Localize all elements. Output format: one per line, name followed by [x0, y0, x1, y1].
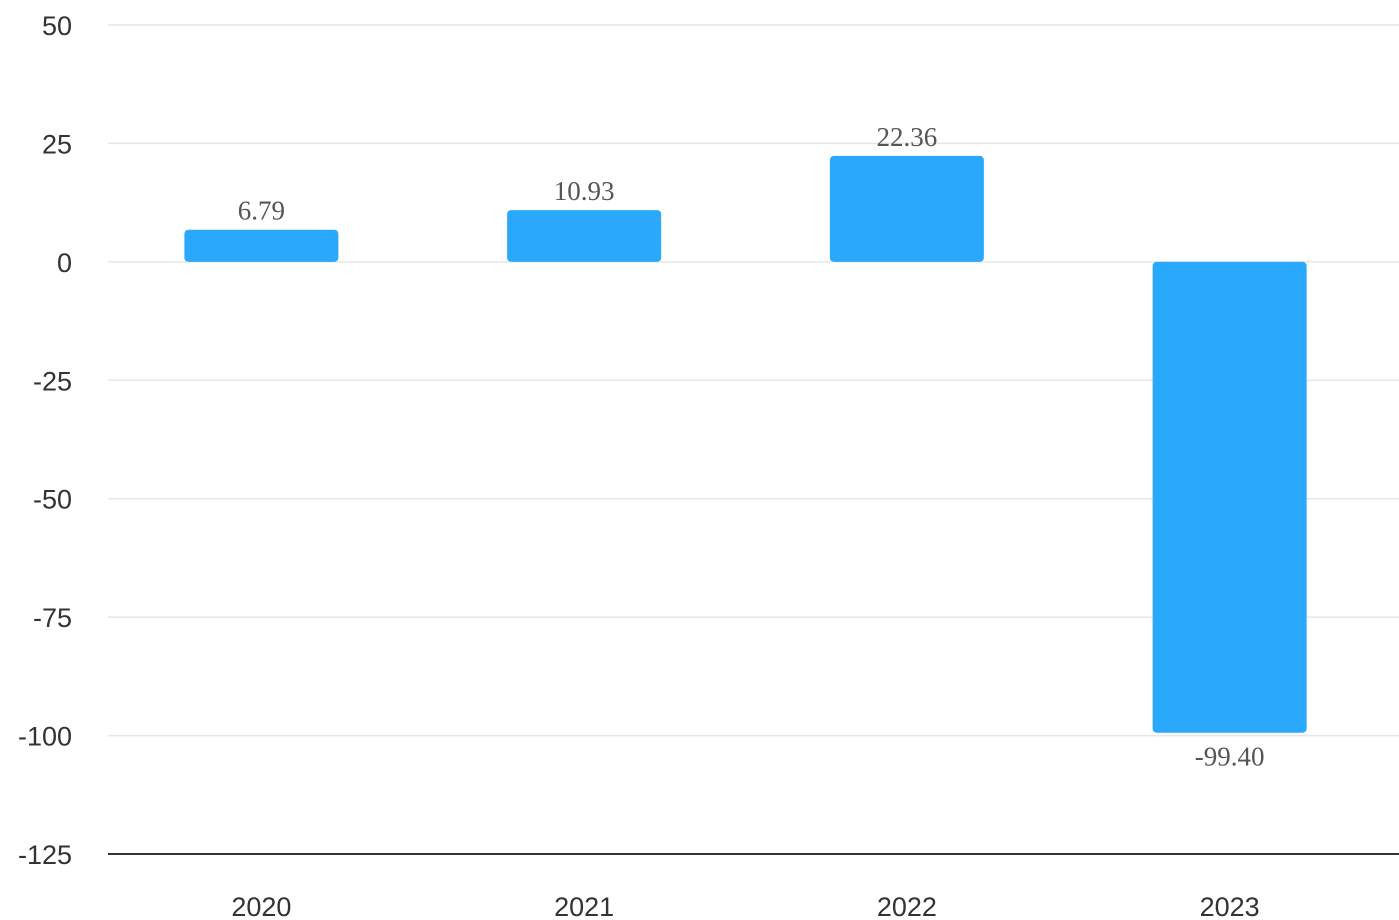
data-label: -99.40	[1195, 742, 1265, 772]
y-tick-label: -100	[18, 722, 72, 752]
data-label: 22.36	[877, 122, 938, 152]
x-tick-label: 2023	[1200, 892, 1260, 920]
bar-2020	[184, 229, 339, 262]
data-label: 6.79	[238, 196, 285, 226]
x-tick-label: 2021	[554, 892, 614, 920]
data-label: 10.93	[554, 176, 615, 206]
y-tick-label: 0	[57, 248, 72, 278]
y-tick-label: 50	[42, 11, 72, 41]
y-tick-label: 25	[42, 129, 72, 159]
y-tick-label: -25	[33, 366, 72, 396]
x-tick-label: 2020	[231, 892, 291, 920]
bar-2021	[507, 210, 662, 262]
y-tick-label: -75	[33, 603, 72, 633]
x-axis: 2020 2021 2022 2023	[231, 892, 1259, 920]
x-tick-label: 2022	[877, 892, 937, 920]
y-axis: 50 25 0 -25 -50 -75 -100 -125	[18, 11, 72, 870]
y-tick-label: -125	[18, 840, 72, 870]
y-tick-label: -50	[33, 485, 72, 515]
bar-2023	[1152, 261, 1307, 733]
bar-2022	[829, 155, 984, 262]
data-label-layer: 6.79 10.93 22.36 -99.40	[238, 122, 1265, 772]
bar-layer	[184, 155, 1307, 733]
